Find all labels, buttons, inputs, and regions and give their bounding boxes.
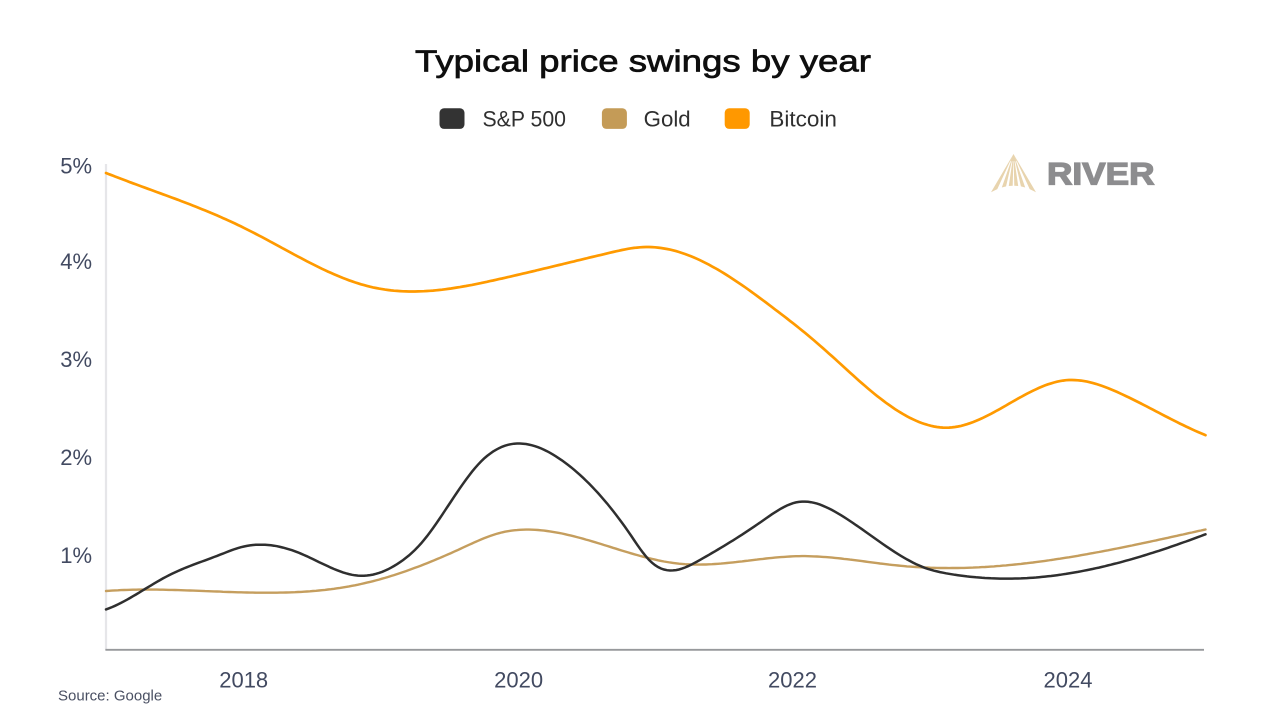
svg-text:RIVER: RIVER [1047, 156, 1155, 192]
svg-text:3%: 3% [60, 347, 92, 372]
svg-text:1%: 1% [60, 543, 92, 568]
svg-text:2018: 2018 [219, 667, 268, 692]
svg-text:2%: 2% [60, 445, 92, 470]
svg-text:2024: 2024 [1044, 667, 1093, 692]
svg-text:5%: 5% [60, 153, 92, 178]
svg-text:4%: 4% [60, 249, 92, 274]
svg-text:Gold: Gold [644, 107, 691, 132]
svg-text:Bitcoin: Bitcoin [769, 107, 837, 132]
svg-text:S&P 500: S&P 500 [483, 107, 567, 132]
svg-text:Typical price swings by year: Typical price swings by year [415, 44, 871, 79]
svg-text:Source: Google: Source: Google [58, 687, 162, 704]
svg-text:2020: 2020 [494, 667, 543, 692]
svg-text:2022: 2022 [768, 667, 817, 692]
